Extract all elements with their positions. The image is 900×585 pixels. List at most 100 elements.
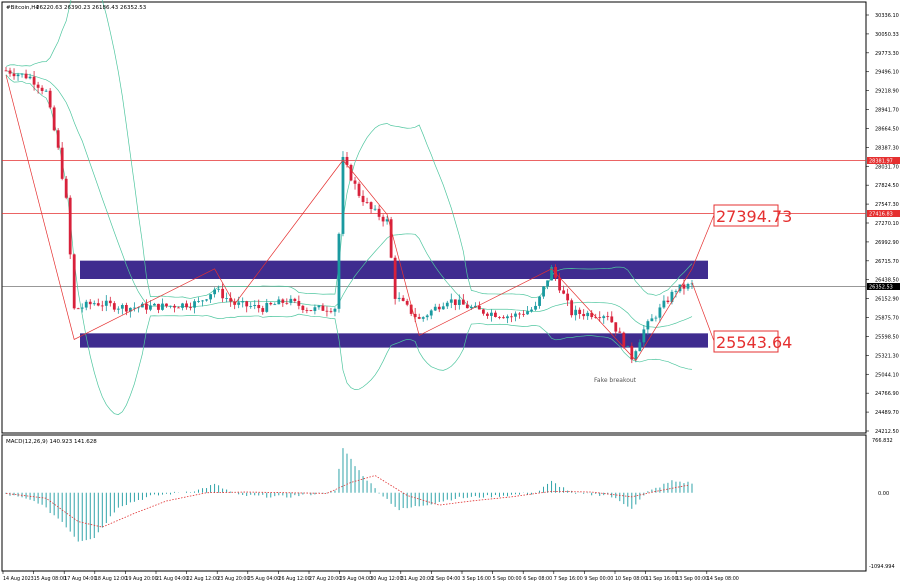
x-tick-label: 17 Aug 04:00 [64,576,96,582]
candle-body [64,178,68,198]
lower-target-box [713,330,779,353]
candle-body [469,306,473,309]
candle-body [337,233,341,309]
x-tick-label: 3 Sep 16:00 [462,576,491,582]
candle-body [28,76,32,79]
x-tick-label: 14 Aug 2023 [3,576,34,582]
candle-body [522,313,525,315]
candle-body [578,309,582,314]
x-tick-label: 10 Sep 08:00 [615,576,647,582]
candle-body [161,303,164,310]
candle-body [598,317,602,319]
candle-body [128,307,132,312]
candle-body [666,300,670,303]
candle-body [554,266,557,278]
x-tick-label: 15 Aug 08:00 [34,576,66,582]
y-tick-label: 30050.33 [875,32,899,38]
candle-body [365,202,369,203]
x-tick-label: 2 Sep 04:00 [431,576,460,582]
x-tick-label: 13 Sep 00:00 [676,576,708,582]
x-tick-label: 5 Sep 00:00 [493,576,522,582]
candle-body [301,305,305,311]
candle-body [32,76,36,85]
y-tick-label: 29496.10 [875,70,899,76]
candle-body [341,156,345,234]
y-tick-label: 27824.50 [875,183,899,189]
candle-body [610,316,614,323]
upper-target-label: 27394.73 [716,207,792,226]
candle-body [457,299,461,305]
y-tick-label: 30336.10 [875,13,899,19]
candle-body [658,307,662,318]
candle-body [453,299,457,305]
candle-body [518,313,521,315]
candle-body [397,297,401,299]
x-tick-label: 27 Aug 20:00 [309,576,341,582]
candle-body [662,300,666,308]
candle-body [586,312,590,317]
candle-body [634,351,638,360]
candle-body [650,318,654,322]
candle-body [157,303,160,310]
candle-body [88,301,92,305]
y-tick-label: 26992.90 [875,240,899,246]
candle-body [345,156,349,165]
sr-zone-2 [80,333,708,348]
candle-body [169,305,172,307]
candle-body [273,304,277,306]
candle-body [534,305,537,310]
candle-body [385,219,389,222]
candle-body [614,322,618,332]
zigzag-line [5,75,693,362]
candle-body [177,307,180,309]
candle-body [245,301,249,307]
trend-lines [5,75,715,362]
candle-body [425,315,429,318]
candle-body [297,300,301,306]
candle-body [530,309,533,312]
candle-body [514,313,517,317]
candle-body [638,342,642,352]
candle-body [153,303,156,306]
y-tick-label: 24489.70 [875,410,899,416]
macd-axis-zero: 0.00 [878,491,889,497]
candle-body [96,303,100,306]
candle-body [421,317,425,319]
candle-body [100,305,104,307]
candle-body [417,317,421,319]
candle-body [189,307,192,309]
candle-body [502,317,505,319]
x-tick-label: 29 Aug 04:00 [340,576,372,582]
candle-body [293,298,297,301]
candle-body [558,277,562,291]
candle-body [104,300,108,306]
y-tick-label: 28941.70 [875,108,899,114]
macd-signal-line [5,475,689,528]
candle-body [321,305,325,311]
candle-body [686,284,690,289]
candle-body [357,183,361,196]
candle-body [313,307,317,311]
candle-body [233,301,237,305]
candle-body [510,316,513,318]
candle-body [405,300,409,305]
candle-body [8,70,12,74]
x-tick-label: 21 Aug 04:00 [156,576,188,582]
candle-body [116,308,120,310]
y-tick-label: 25598.50 [875,334,899,340]
candle-body [253,305,257,307]
band-middle [5,70,693,328]
candle-body [630,345,634,360]
candle-body [373,208,377,210]
bollinger-bands [5,0,693,415]
arrow-to-upper-target [691,214,715,269]
y-tick-label: 24212.50 [875,429,899,435]
candle-body [217,288,221,290]
candle-body [56,130,60,148]
candle-body [173,305,176,308]
candle-body [4,70,8,72]
candle-body [289,298,293,303]
candle-body [24,73,28,79]
candle-body [526,311,529,315]
